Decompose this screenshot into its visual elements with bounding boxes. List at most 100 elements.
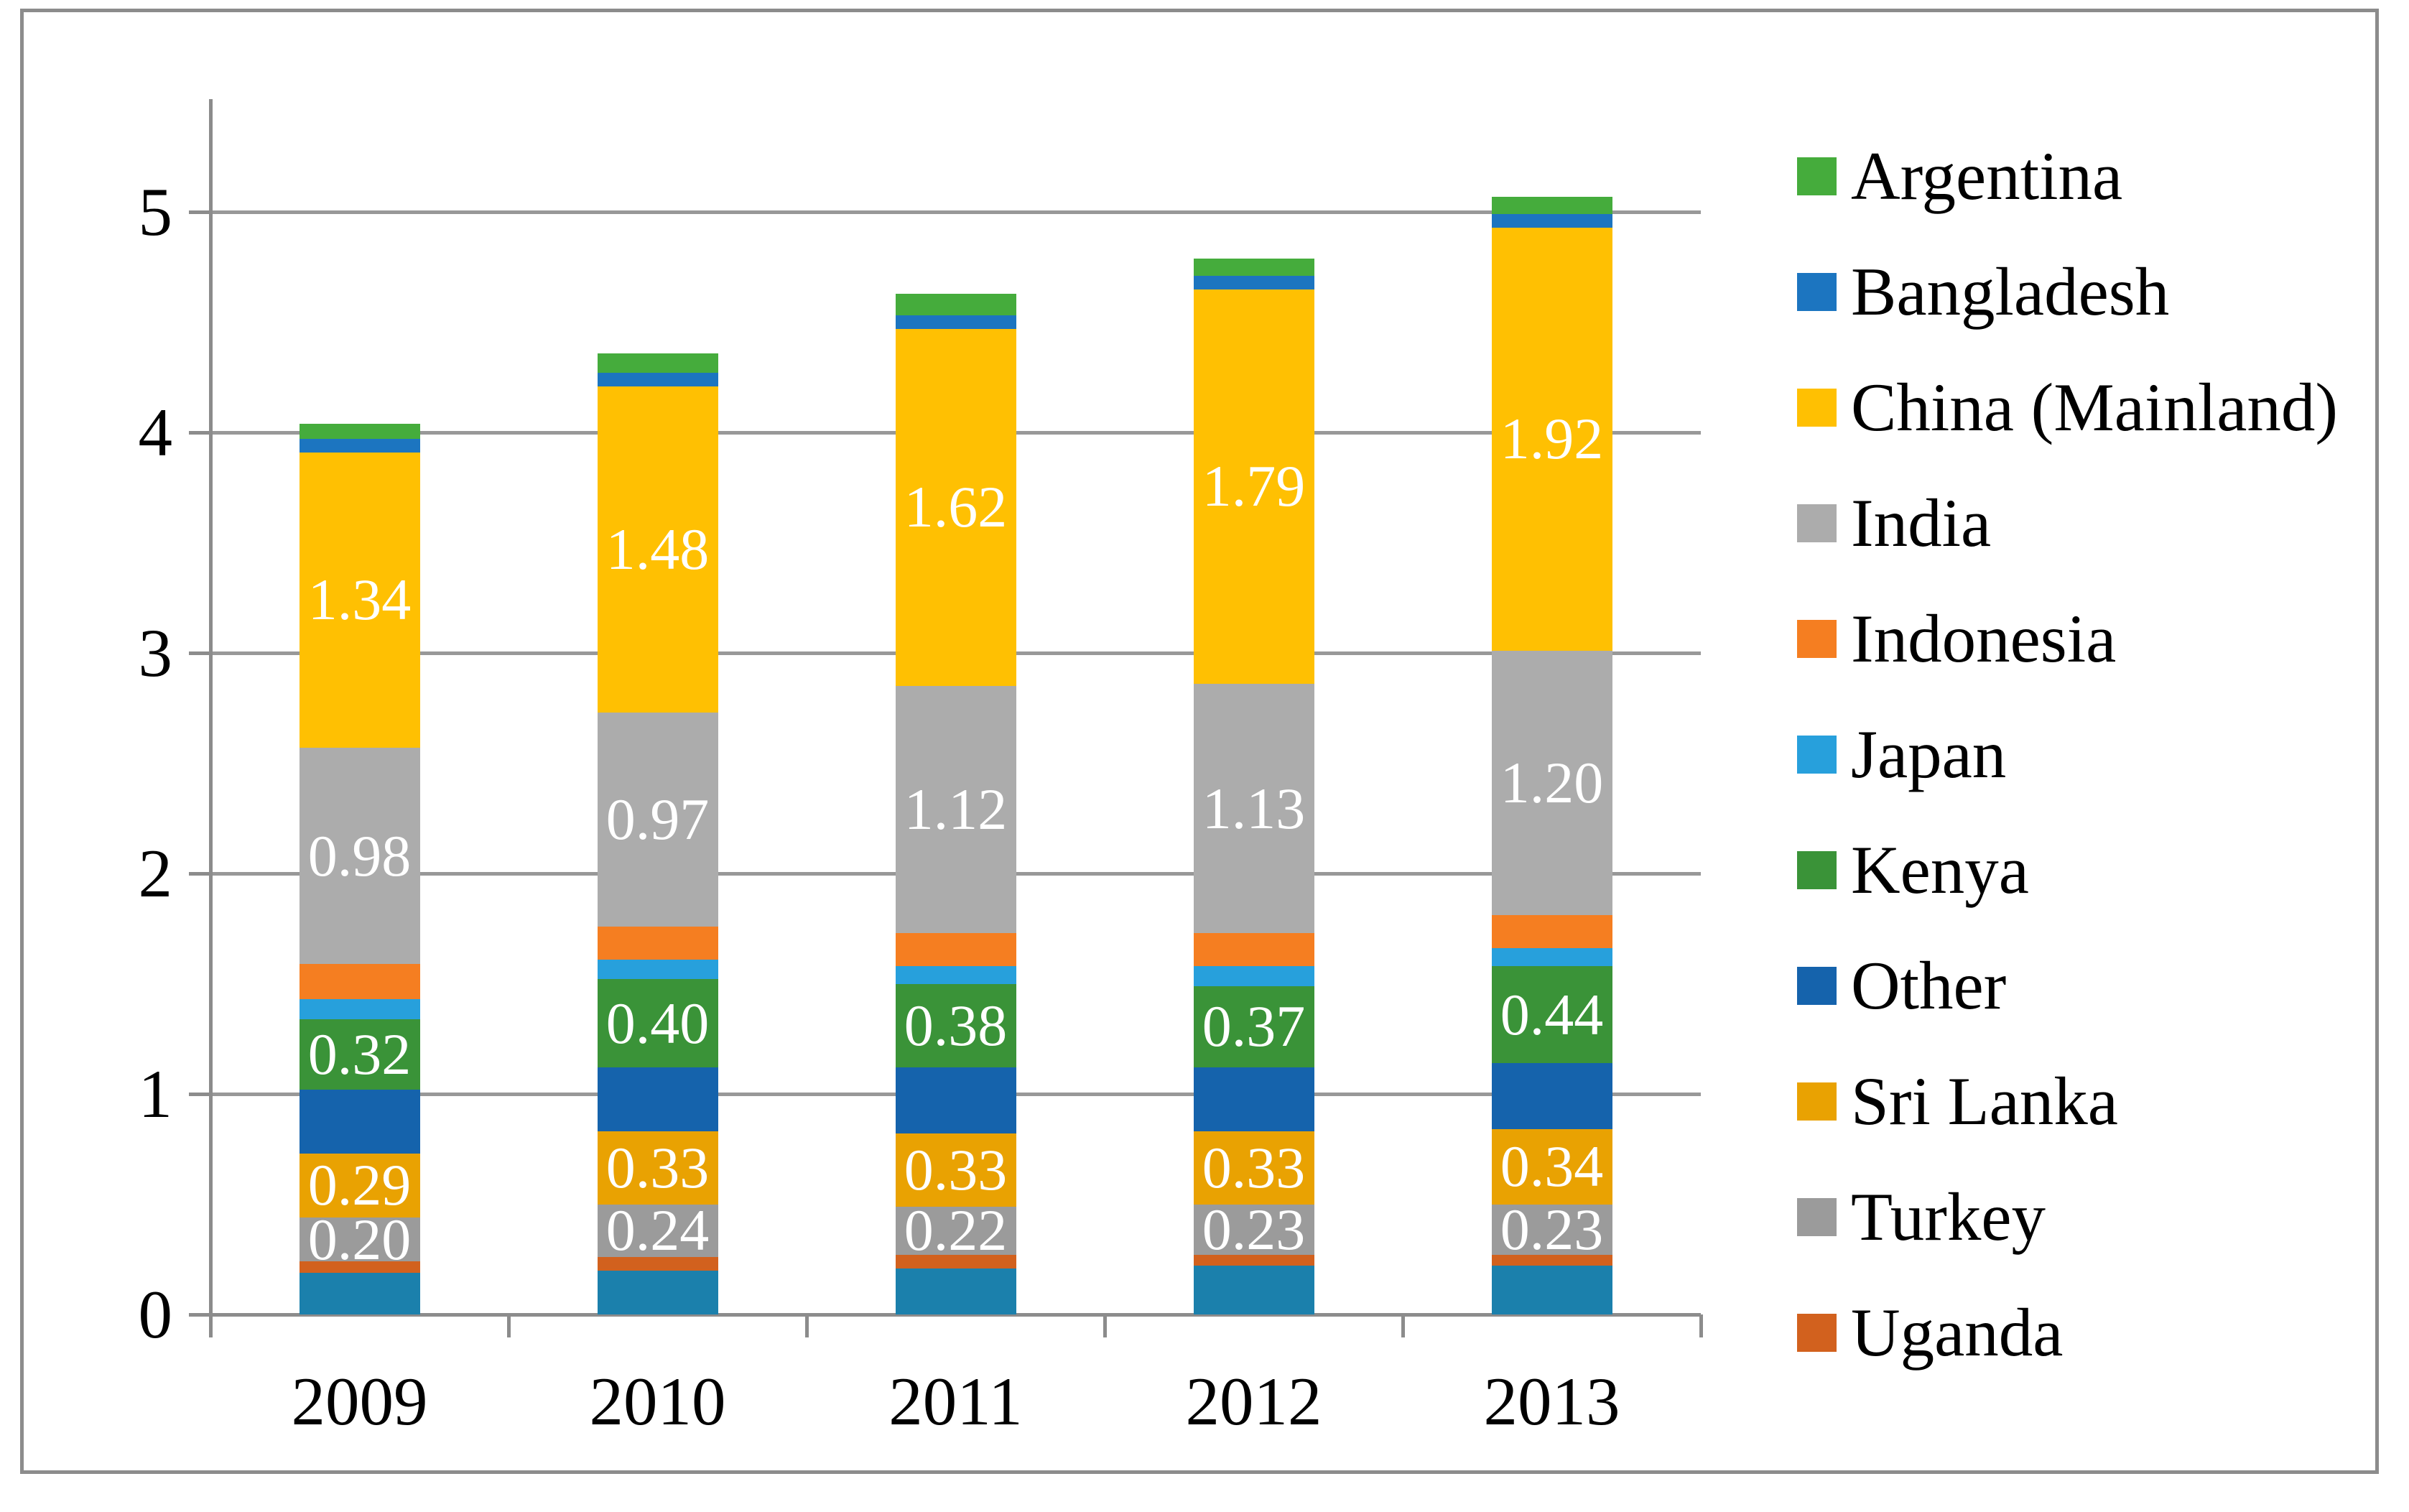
x-tick-2	[805, 1314, 809, 1337]
y-tick-2	[189, 872, 210, 876]
x-tick-1	[507, 1314, 511, 1337]
year-label-2013: 2013	[1483, 1363, 1620, 1439]
bar-segment-kenya: 0.32	[299, 1019, 420, 1090]
bar-segment-unlabeled	[1193, 1266, 1314, 1314]
bar-segment-china-mainland-: 1.34	[299, 452, 420, 748]
legend-item-indonesia: Indonesia	[1797, 599, 2116, 678]
data-label: 0.38	[904, 992, 1008, 1058]
bar-segment-china-mainland-: 1.48	[597, 386, 718, 713]
x-tick-5	[1699, 1314, 1703, 1337]
bar-segment-unlabeled	[1491, 1266, 1612, 1314]
bar-segment-unlabeled	[895, 1268, 1016, 1314]
data-label: 0.22	[904, 1197, 1008, 1263]
legend-label: Sri Lanka	[1851, 1063, 2118, 1139]
data-label: 0.23	[1202, 1196, 1306, 1262]
legend-swatch-argentina	[1797, 157, 1837, 195]
legend-label: Uganda	[1851, 1294, 2064, 1370]
gridline-5	[210, 210, 1701, 214]
y-tick-label-4: 4	[138, 394, 173, 470]
data-label: 0.29	[307, 1152, 412, 1218]
bar-segment-japan	[1491, 948, 1612, 966]
bar-segment-sri-lanka: 0.33	[1193, 1131, 1314, 1205]
data-label: 0.32	[307, 1021, 412, 1087]
bar-segment-uganda	[1491, 1255, 1612, 1266]
legend-item-sri-lanka: Sri Lanka	[1797, 1062, 2118, 1141]
bar-segment-other	[1491, 1063, 1612, 1130]
bar-segment-japan	[1193, 966, 1314, 986]
bar-segment-bangladesh	[1491, 214, 1612, 228]
bar-segment-bangladesh	[895, 315, 1016, 329]
data-label: 1.13	[1202, 775, 1306, 841]
bar-segment-argentina	[597, 353, 718, 374]
bar-segment-other	[299, 1089, 420, 1154]
bar-segment-indonesia	[299, 963, 420, 1000]
bar-segment-argentina	[1491, 196, 1612, 215]
data-label: 0.98	[307, 822, 412, 889]
bar-segment-turkey: 0.23	[1491, 1200, 1612, 1258]
y-tick-label-1: 1	[138, 1056, 173, 1132]
legend-item-china-mainland-: China (Mainland)	[1797, 368, 2338, 447]
y-tick-3	[189, 651, 210, 655]
x-tick-0	[209, 1314, 213, 1337]
year-label-2009: 2009	[291, 1363, 428, 1439]
bar-segment-india: 1.13	[1193, 684, 1314, 933]
legend-label: India	[1851, 485, 1992, 561]
bar-segment-japan	[299, 999, 420, 1019]
bar-segment-argentina	[895, 293, 1016, 316]
y-tick-label-2: 2	[138, 835, 173, 912]
bar-segment-other	[597, 1067, 718, 1132]
y-tick-1	[189, 1093, 210, 1096]
bar-2013: 0.23 0.34 0.44 1.20 1.92	[1491, 196, 1612, 1314]
bar-segment-argentina	[1193, 258, 1314, 277]
legend-label: Bangladesh	[1851, 254, 2170, 330]
bar-segment-turkey: 0.22	[895, 1201, 1016, 1260]
data-label: 0.44	[1500, 981, 1604, 1047]
bar-segment-kenya: 0.40	[597, 979, 718, 1068]
legend-item-kenya: Kenya	[1797, 830, 2029, 909]
bar-segment-japan	[895, 966, 1016, 984]
data-label: 1.62	[904, 474, 1008, 540]
data-label: 0.97	[605, 786, 710, 852]
bar-segment-indonesia	[1193, 932, 1314, 966]
data-label: 1.20	[1500, 750, 1604, 816]
data-label: 0.24	[605, 1197, 710, 1263]
bar-segment-uganda	[1193, 1255, 1314, 1266]
bar-segment-other	[1193, 1067, 1314, 1132]
bar-segment-unlabeled	[299, 1272, 420, 1314]
bar-2012: 0.23 0.33 0.37 1.13 1.79	[1193, 258, 1314, 1314]
bar-segment-bangladesh	[597, 373, 718, 386]
bar-segment-india: 1.20	[1491, 650, 1612, 916]
bar-2011: 0.22 0.33 0.38 1.12 1.62	[895, 293, 1016, 1314]
legend-label: China (Mainland)	[1851, 369, 2339, 445]
x-tick-3	[1103, 1314, 1107, 1337]
legend-swatch-sri-lanka	[1797, 1082, 1837, 1121]
bar-segment-turkey: 0.24	[597, 1201, 718, 1260]
bar-2010: 0.24 0.33 0.40 0.97 1.48	[597, 353, 718, 1314]
data-label: 1.34	[307, 567, 412, 633]
data-label: 1.12	[904, 776, 1008, 843]
bar-segment-bangladesh	[1193, 276, 1314, 289]
legend-swatch-other	[1797, 966, 1837, 1005]
bar-segment-uganda	[895, 1255, 1016, 1268]
bar-segment-sri-lanka: 0.34	[1491, 1129, 1612, 1205]
bar-segment-china-mainland-: 1.62	[895, 328, 1016, 687]
bar-segment-sri-lanka: 0.33	[597, 1131, 718, 1205]
legend-label: Kenya	[1851, 832, 2029, 908]
y-axis-line	[209, 99, 213, 1337]
legend-item-uganda: Uganda	[1797, 1293, 2063, 1372]
legend-swatch-uganda	[1797, 1313, 1837, 1352]
legend-item-japan: Japan	[1797, 715, 2006, 794]
legend-label: Turkey	[1851, 1179, 2046, 1255]
data-label: 0.33	[904, 1136, 1008, 1202]
bar-segment-india: 0.98	[299, 748, 420, 964]
legend-label: Japan	[1851, 716, 2007, 792]
data-label: 0.40	[605, 990, 710, 1056]
bar-segment-kenya: 0.44	[1491, 965, 1612, 1064]
x-tick-4	[1401, 1314, 1405, 1337]
data-label: 1.79	[1202, 453, 1306, 519]
bar-segment-sri-lanka: 0.29	[299, 1152, 420, 1218]
bar-segment-china-mainland-: 1.79	[1193, 289, 1314, 685]
legend-label: Other	[1851, 947, 2007, 1024]
bar-segment-uganda	[299, 1261, 420, 1273]
